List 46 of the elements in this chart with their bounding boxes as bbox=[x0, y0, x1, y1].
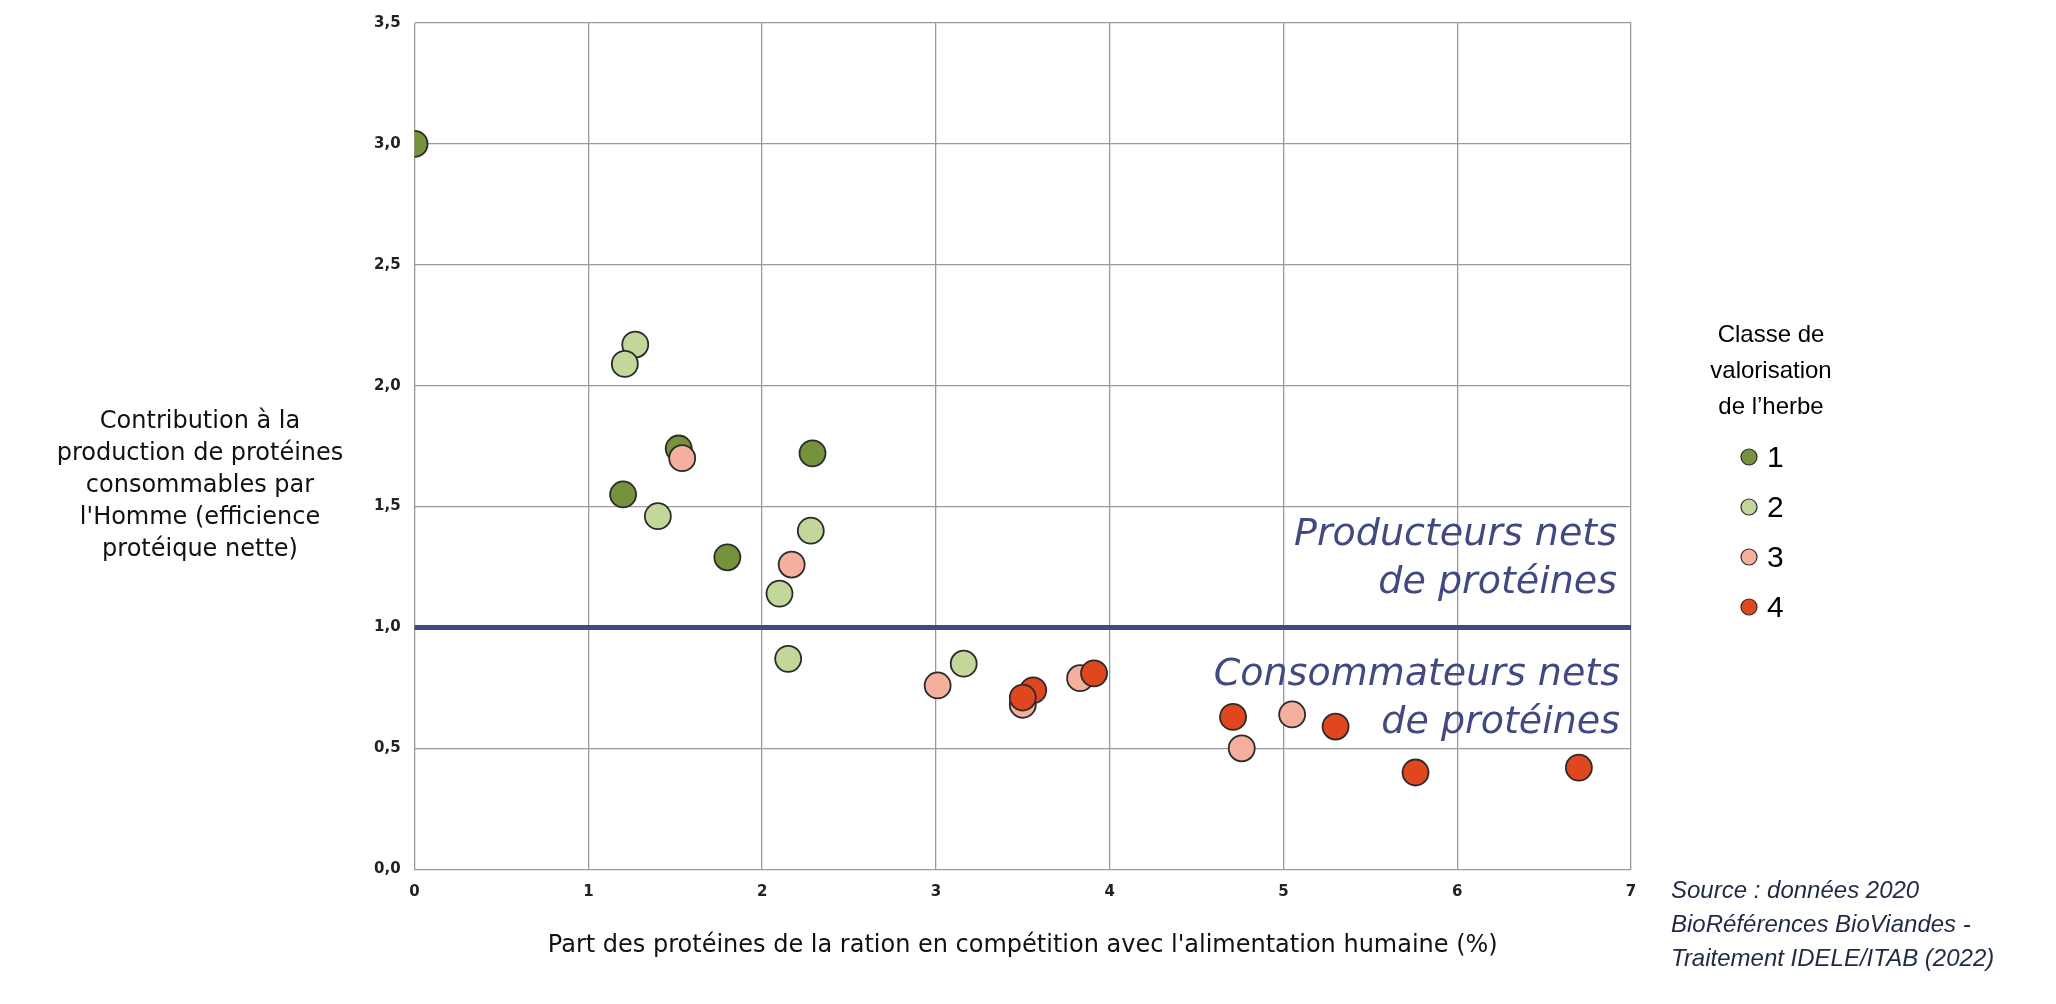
x-tick-label: 3 bbox=[930, 882, 942, 901]
legend-label: 4 bbox=[1767, 590, 1784, 624]
source-note: Source : données 2020 BioRéférences BioViandes - Traitement IDELE/ITAB (2022) bbox=[1671, 875, 1995, 971]
legend-label: 2 bbox=[1767, 490, 1784, 524]
point bbox=[798, 439, 827, 468]
y-tick-label: 0,0 bbox=[373, 859, 401, 878]
point bbox=[610, 350, 639, 378]
y-tick-label: 3,0 bbox=[373, 133, 401, 152]
point bbox=[1080, 659, 1108, 688]
point bbox=[923, 671, 952, 700]
x-tick-label: 4 bbox=[1104, 882, 1115, 901]
x-tick-label: 1 bbox=[583, 882, 594, 901]
point bbox=[609, 480, 637, 509]
x-tick-label: 5 bbox=[1278, 882, 1289, 901]
point bbox=[1564, 753, 1593, 782]
x-tick-label: 7 bbox=[1625, 882, 1637, 901]
point bbox=[713, 543, 742, 572]
point bbox=[796, 516, 825, 545]
x-tick-label: 0 bbox=[409, 882, 420, 901]
point bbox=[1401, 758, 1430, 787]
y-tick-label: 2,5 bbox=[373, 254, 401, 273]
point bbox=[777, 550, 806, 579]
legend-title: Classe de valorisation de l’herbe bbox=[1710, 319, 1832, 419]
point bbox=[1008, 683, 1037, 712]
point bbox=[949, 649, 978, 678]
point bbox=[765, 579, 794, 608]
y-tick-label: 1,0 bbox=[373, 617, 401, 636]
point bbox=[668, 444, 697, 473]
x-axis-title: Part des protéines de la ration en compétition avec l'alimentation humaine (%) bbox=[547, 929, 1498, 958]
y-tick-label: 0,5 bbox=[373, 738, 401, 757]
point bbox=[1278, 700, 1307, 729]
annotation: Consommateurs nets de protéines bbox=[1213, 650, 1620, 743]
x-tick-label: 2 bbox=[756, 882, 768, 901]
y-tick-label: 2,0 bbox=[373, 375, 401, 394]
legend-label: 1 bbox=[1767, 440, 1784, 474]
point bbox=[774, 644, 803, 673]
legend-label: 3 bbox=[1767, 540, 1784, 574]
y-tick-label: 3,5 bbox=[373, 12, 401, 31]
annotation: Producteurs nets de protéines bbox=[1294, 510, 1617, 603]
x-tick-label: 6 bbox=[1452, 882, 1463, 901]
y-axis-title: Contribution à la production de protéines consommables par l'Homme (efficience protéique nette) bbox=[56, 406, 344, 563]
point bbox=[1227, 734, 1256, 763]
point bbox=[643, 502, 672, 531]
point bbox=[1321, 712, 1350, 741]
y-tick-label: 1,5 bbox=[373, 496, 401, 515]
point bbox=[1219, 702, 1247, 731]
